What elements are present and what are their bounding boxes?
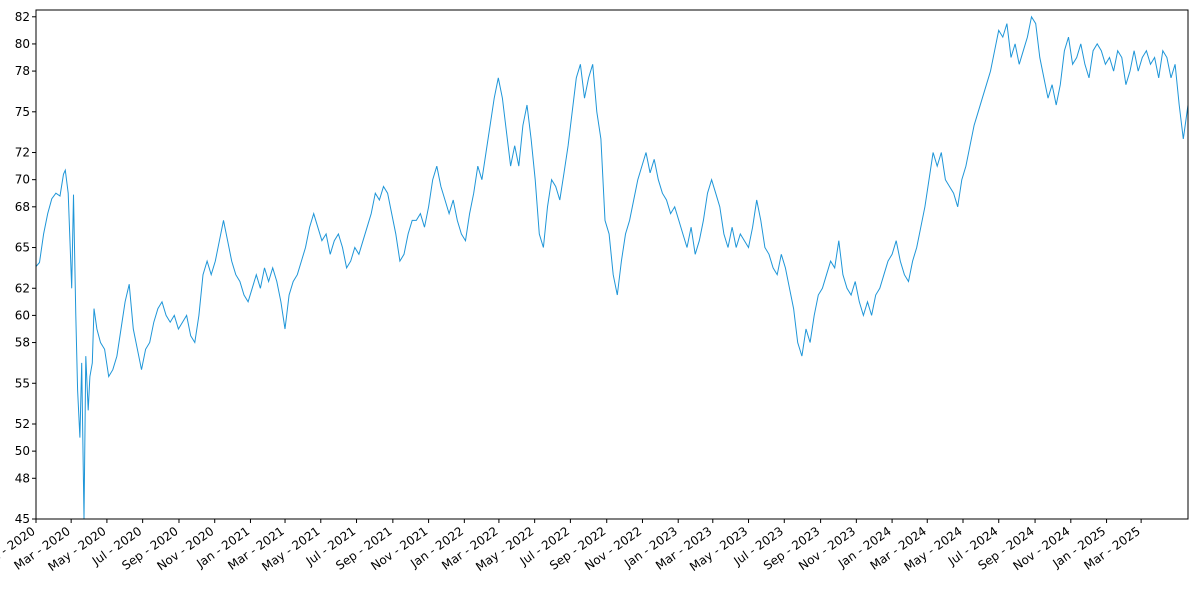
y-tick-label: 65: [15, 241, 30, 255]
y-tick-label: 78: [15, 64, 30, 78]
y-tick-label: 80: [15, 37, 30, 51]
y-tick-label: 75: [15, 105, 30, 119]
y-tick-label: 50: [15, 444, 30, 458]
y-tick-label: 52: [15, 417, 30, 431]
y-tick-label: 55: [15, 376, 30, 390]
y-tick-label: 72: [15, 146, 30, 160]
y-tick-label: 58: [15, 336, 30, 350]
plot-frame: [35, 9, 1189, 520]
y-tick-label: 62: [15, 281, 30, 295]
series-line: [35, 15, 1189, 520]
y-tick-label: 70: [15, 173, 30, 187]
y-tick-label: 45: [15, 512, 30, 526]
y-tick-label: 48: [15, 471, 30, 485]
y-tick-label: 68: [15, 200, 30, 214]
y-axis: 45 48 50 52 55 58 60 62 65 68 70 72 75 78 80 82: [15, 10, 36, 526]
y-tick-label: 60: [15, 308, 30, 322]
y-tick-label: 82: [15, 10, 30, 24]
